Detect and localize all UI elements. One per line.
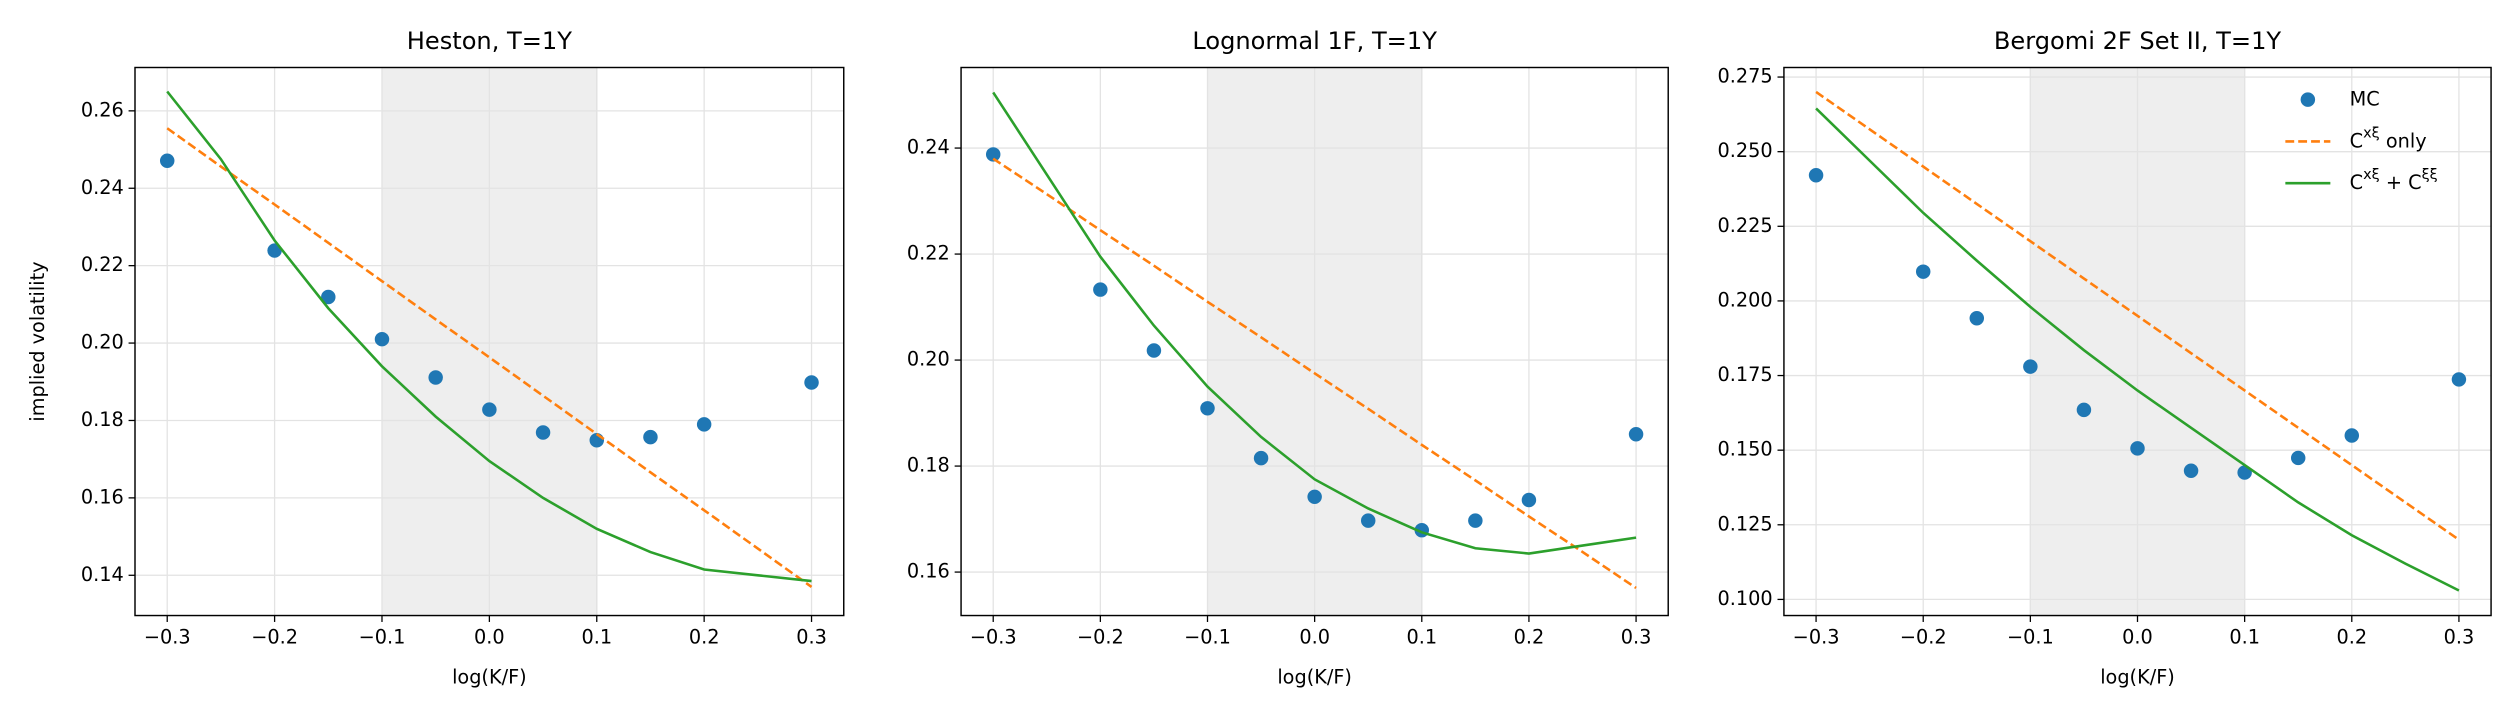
y-tick-label: 0.24 bbox=[907, 136, 950, 159]
y-tick-label: 0.16 bbox=[907, 560, 950, 583]
x-tick-label: 0.3 bbox=[2444, 626, 2475, 649]
chart-title: Bergomi 2F Set II, T=1Y bbox=[1994, 27, 2282, 55]
y-tick-label: 0.100 bbox=[1718, 587, 1773, 610]
x-tick-label: −0.3 bbox=[144, 626, 191, 649]
y-axis-label: implied volatility bbox=[26, 261, 49, 421]
data-point bbox=[1628, 427, 1644, 442]
y-tick-label: 0.16 bbox=[81, 485, 124, 508]
y-tick-label: 0.225 bbox=[1718, 214, 1773, 237]
data-point bbox=[1360, 513, 1376, 528]
y-tick-label: 0.24 bbox=[81, 176, 124, 199]
panel: −0.3 −0.2 −0.1 0.0 0.1 0.2 0.3 0.14 0.16 0.18 0.20… bbox=[26, 27, 845, 689]
x-tick-label: 0.3 bbox=[796, 626, 827, 649]
plot-frame bbox=[1783, 66, 2492, 617]
legend-marker bbox=[2300, 92, 2316, 107]
data-point bbox=[804, 375, 819, 390]
data-point bbox=[1307, 489, 1322, 505]
y-tick-label: 0.250 bbox=[1718, 139, 1773, 162]
data-point bbox=[2290, 450, 2306, 466]
data-point bbox=[2023, 359, 2038, 374]
x-tick-label: −0.2 bbox=[1900, 626, 1947, 649]
x-tick-label: 0.0 bbox=[474, 626, 505, 649]
x-tick-label: −0.2 bbox=[251, 626, 298, 649]
x-axis-label: log(K/F) bbox=[1277, 666, 1352, 689]
data-point bbox=[1969, 311, 1985, 326]
x-tick-label: 0.2 bbox=[1514, 626, 1545, 649]
data-point bbox=[1093, 282, 1108, 297]
chart-title: Heston, T=1Y bbox=[407, 27, 573, 55]
series-line bbox=[992, 157, 1637, 590]
y-tick-label: 0.175 bbox=[1718, 363, 1773, 386]
chart-title: Lognormal 1F, T=1Y bbox=[1192, 27, 1437, 55]
series-line bbox=[992, 91, 1637, 555]
x-tick-label: 0.1 bbox=[2229, 626, 2260, 649]
y-tick-label: 0.22 bbox=[907, 242, 950, 265]
x-tick-label: 0.2 bbox=[689, 626, 720, 649]
data-point bbox=[2130, 441, 2145, 456]
data-point bbox=[374, 331, 390, 347]
y-tick-label: 0.20 bbox=[81, 331, 124, 354]
data-point bbox=[428, 370, 443, 385]
y-tick-label: 0.22 bbox=[81, 253, 124, 276]
series-line bbox=[1815, 107, 2460, 592]
x-tick-label: −0.3 bbox=[970, 626, 1017, 649]
data-point bbox=[535, 425, 551, 440]
data-point bbox=[321, 289, 336, 305]
panel: −0.3 −0.2 −0.1 0.0 0.1 0.2 0.3 0.16 0.18 0.20 0.22… bbox=[907, 27, 1669, 689]
series-line bbox=[166, 127, 813, 588]
x-tick-label: 0.1 bbox=[1406, 626, 1437, 649]
x-tick-label: −0.3 bbox=[1793, 626, 1840, 649]
plot-frame bbox=[960, 66, 1669, 617]
series-line bbox=[1815, 90, 2460, 541]
data-point bbox=[2344, 428, 2360, 443]
data-point bbox=[2451, 372, 2467, 387]
series-line bbox=[166, 90, 812, 583]
data-point bbox=[1200, 401, 1215, 416]
y-tick-label: 0.26 bbox=[81, 98, 124, 121]
x-tick-label: −0.1 bbox=[1184, 626, 1231, 649]
y-tick-label: 0.200 bbox=[1718, 288, 1773, 311]
y-tick-label: 0.150 bbox=[1718, 438, 1773, 461]
data-point bbox=[482, 402, 497, 417]
y-tick-label: 0.18 bbox=[907, 454, 950, 477]
data-point bbox=[1521, 492, 1537, 508]
data-point bbox=[1146, 343, 1162, 358]
legend-label: Cxξ + Cξξ bbox=[2350, 167, 2438, 194]
x-axis-label: log(K/F) bbox=[2100, 666, 2175, 689]
data-point bbox=[159, 153, 175, 169]
legend-label: Cxξ only bbox=[2350, 125, 2427, 152]
data-point bbox=[2076, 402, 2092, 418]
y-tick-label: 0.20 bbox=[907, 348, 950, 371]
x-axis-label: log(K/F) bbox=[452, 666, 527, 689]
data-point bbox=[985, 147, 1001, 162]
y-tick-label: 0.275 bbox=[1718, 65, 1773, 88]
x-tick-label: 0.0 bbox=[1299, 626, 1330, 649]
y-tick-label: 0.125 bbox=[1718, 512, 1773, 535]
legend-label: MC bbox=[2350, 87, 2380, 110]
x-tick-label: 0.3 bbox=[1621, 626, 1652, 649]
x-tick-label: 0.2 bbox=[2336, 626, 2367, 649]
data-point bbox=[1915, 264, 1931, 279]
x-tick-label: 0.0 bbox=[2122, 626, 2153, 649]
y-tick-label: 0.14 bbox=[81, 563, 124, 586]
plot-frame bbox=[134, 66, 845, 617]
x-tick-label: −0.2 bbox=[1077, 626, 1124, 649]
data-point bbox=[1468, 513, 1483, 528]
data-point bbox=[696, 417, 712, 432]
x-tick-label: 0.1 bbox=[581, 626, 612, 649]
x-tick-label: −0.1 bbox=[2007, 626, 2054, 649]
y-tick-label: 0.18 bbox=[81, 408, 124, 431]
data-point bbox=[643, 429, 658, 445]
data-point bbox=[1253, 450, 1269, 466]
x-tick-label: −0.1 bbox=[359, 626, 406, 649]
data-point bbox=[1808, 168, 1824, 183]
panel: −0.3 −0.2 −0.1 0.0 0.1 0.2 0.3 0.100 0.125 0.150 0… bbox=[1718, 27, 2492, 689]
data-point bbox=[2183, 463, 2199, 478]
